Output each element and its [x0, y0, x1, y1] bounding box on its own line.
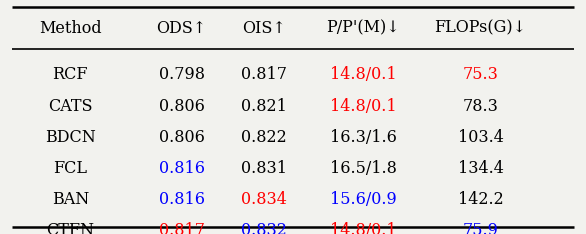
Text: 0.817: 0.817: [159, 222, 205, 234]
Text: 15.6/0.9: 15.6/0.9: [330, 191, 397, 208]
Text: FCL: FCL: [53, 160, 87, 177]
Text: FLOPs(G)↓: FLOPs(G)↓: [435, 20, 526, 37]
Text: 0.798: 0.798: [159, 66, 205, 83]
Text: ODS↑: ODS↑: [156, 20, 207, 37]
Text: 0.822: 0.822: [241, 129, 287, 146]
Text: 0.816: 0.816: [159, 191, 205, 208]
Text: CATS: CATS: [48, 98, 93, 114]
Text: 78.3: 78.3: [462, 98, 499, 114]
Text: P/P'(M)↓: P/P'(M)↓: [326, 20, 400, 37]
Text: 75.3: 75.3: [462, 66, 499, 83]
Text: 16.3/1.6: 16.3/1.6: [330, 129, 397, 146]
Text: 0.831: 0.831: [241, 160, 287, 177]
Text: 14.8/0.1: 14.8/0.1: [330, 222, 397, 234]
Text: 0.816: 0.816: [159, 160, 205, 177]
Text: 134.4: 134.4: [458, 160, 503, 177]
Text: 16.5/1.8: 16.5/1.8: [330, 160, 397, 177]
Text: 14.8/0.1: 14.8/0.1: [330, 98, 397, 114]
Text: 75.9: 75.9: [462, 222, 499, 234]
Text: OIS↑: OIS↑: [242, 20, 285, 37]
Text: BDCN: BDCN: [45, 129, 96, 146]
Text: 14.8/0.1: 14.8/0.1: [330, 66, 397, 83]
Text: 0.806: 0.806: [159, 129, 205, 146]
Text: 0.817: 0.817: [241, 66, 287, 83]
Text: 0.834: 0.834: [241, 191, 287, 208]
Text: 0.821: 0.821: [241, 98, 287, 114]
Text: 0.832: 0.832: [241, 222, 287, 234]
Text: 142.2: 142.2: [458, 191, 503, 208]
Text: Method: Method: [39, 20, 101, 37]
Text: 103.4: 103.4: [458, 129, 503, 146]
Text: RCF: RCF: [53, 66, 88, 83]
Text: 0.806: 0.806: [159, 98, 205, 114]
Text: CTFN: CTFN: [46, 222, 94, 234]
Text: BAN: BAN: [52, 191, 89, 208]
